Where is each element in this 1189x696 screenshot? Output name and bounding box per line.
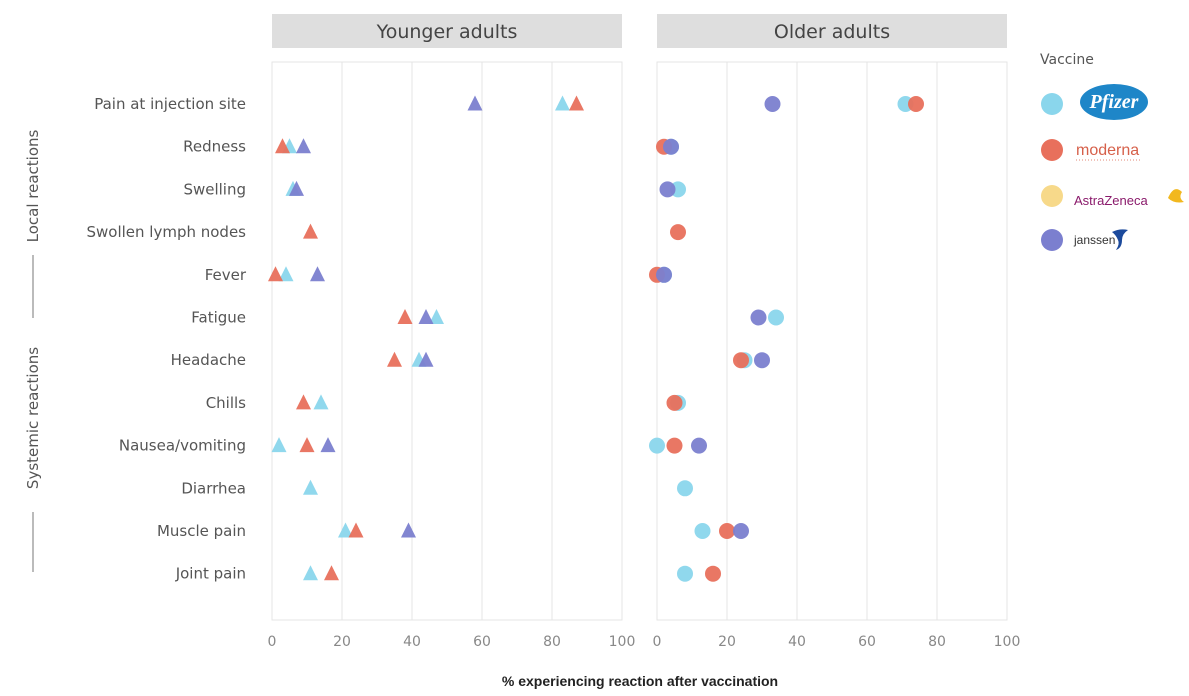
- category-label: Joint pain: [175, 565, 246, 583]
- x-tick-label: 40: [403, 634, 421, 650]
- data-point-moderna: [670, 224, 686, 241]
- data-point-janssen: [754, 352, 770, 369]
- legend-swatch-janssen: [1041, 229, 1063, 251]
- data-point-janssen: [401, 522, 416, 538]
- category-labels: Pain at injection site Redness Swelling Swo…: [86, 95, 246, 583]
- x-tick-label: 100: [609, 634, 636, 650]
- category-label: Swollen lymph nodes: [86, 223, 246, 241]
- data-point-janssen: [310, 266, 325, 282]
- legend-label-astrazeneca: AstraZeneca: [1074, 193, 1148, 208]
- category-label: Chills: [206, 394, 246, 412]
- x-tick-label: 0: [653, 634, 662, 650]
- data-point-moderna: [666, 437, 683, 454]
- x-tick-label: 40: [788, 634, 806, 650]
- data-point-pfizer: [313, 394, 329, 410]
- data-point-moderna: [569, 95, 584, 111]
- x-tick-label: 0: [268, 634, 277, 650]
- category-label: Headache: [171, 351, 246, 369]
- data-point-pfizer: [649, 437, 665, 454]
- data-point-pfizer: [303, 479, 318, 495]
- data-point-moderna: [397, 309, 413, 324]
- legend-title: Vaccine: [1040, 52, 1094, 68]
- data-point-janssen: [750, 309, 767, 326]
- data-point-moderna: [348, 522, 364, 538]
- data-point-moderna: [303, 223, 318, 239]
- data-point-moderna: [299, 437, 315, 453]
- data-point-pfizer: [768, 309, 784, 326]
- data-point-janssen: [764, 96, 781, 112]
- data-point-janssen: [691, 437, 707, 454]
- data-point-pfizer: [303, 565, 318, 581]
- x-axis-label: % experiencing reaction after vaccinatio…: [502, 673, 778, 689]
- astrazeneca-logo-icon: [1168, 189, 1184, 203]
- legend-label-pfizer: Pfizer: [1089, 91, 1139, 113]
- data-point-janssen: [289, 180, 304, 196]
- panel-title: Older adults: [774, 21, 890, 43]
- category-label: Diarrhea: [181, 479, 246, 497]
- data-point-janssen: [656, 266, 672, 283]
- category-label: Muscle pain: [157, 522, 246, 540]
- panel-frame: [271, 61, 623, 621]
- data-point-moderna: [296, 394, 311, 410]
- data-point-moderna: [733, 352, 749, 369]
- panel-title: Younger adults: [376, 21, 518, 43]
- data-point-pfizer: [278, 266, 294, 282]
- legend-label-moderna: moderna: [1076, 142, 1139, 159]
- data-point-pfizer: [694, 523, 711, 539]
- panel-header: [272, 14, 622, 48]
- janssen-logo-icon: [1112, 229, 1128, 250]
- legend-swatch-astrazeneca: [1041, 185, 1063, 207]
- grid-layer: [271, 61, 1008, 621]
- legend: Vaccine Pfizer moderna AstraZeneca janssen: [1040, 52, 1184, 251]
- data-point-pfizer: [677, 480, 693, 497]
- data-point-pfizer: [677, 565, 693, 582]
- group-label-local: Local reactions: [24, 129, 42, 242]
- legend-label-janssen: janssen: [1073, 233, 1115, 247]
- legend-swatch-pfizer: [1041, 93, 1063, 115]
- data-point-pfizer: [429, 309, 444, 324]
- data-point-janssen: [467, 95, 483, 111]
- data-point-janssen: [733, 523, 749, 539]
- pfizer-logo-icon: [1080, 84, 1148, 120]
- data-points: [268, 95, 924, 582]
- data-point-janssen: [296, 138, 311, 154]
- x-tick-label: 60: [473, 634, 491, 650]
- panel-headers: Younger adults Older adults: [272, 14, 1007, 48]
- data-point-pfizer: [338, 522, 353, 538]
- data-point-janssen: [659, 181, 676, 198]
- category-label: Pain at injection site: [94, 95, 246, 113]
- data-point-janssen: [418, 309, 434, 324]
- group-labels: Local reactions Systemic reactions: [24, 129, 42, 572]
- category-label: Redness: [183, 138, 246, 156]
- data-point-moderna: [719, 523, 735, 539]
- data-point-moderna: [666, 394, 683, 411]
- category-label: Fatigue: [191, 309, 246, 327]
- x-tick-labels: 0 20 40 60 80 100 0 20 40 60 80 100: [268, 634, 1021, 650]
- data-point-pfizer: [271, 437, 287, 453]
- category-label: Nausea/vomiting: [119, 437, 246, 455]
- panel-frame: [656, 61, 1008, 621]
- x-tick-label: 60: [858, 634, 876, 650]
- data-point-moderna: [275, 138, 290, 154]
- x-tick-label: 20: [333, 634, 351, 650]
- data-point-janssen: [663, 138, 679, 155]
- group-label-systemic: Systemic reactions: [24, 347, 42, 489]
- legend-swatch-moderna: [1041, 139, 1063, 161]
- data-point-moderna: [908, 96, 924, 112]
- x-tick-label: 20: [718, 634, 736, 650]
- data-point-moderna: [705, 565, 721, 582]
- x-tick-label: 80: [543, 634, 561, 650]
- data-point-moderna: [387, 351, 402, 367]
- x-tick-label: 100: [994, 634, 1021, 650]
- x-tick-label: 80: [928, 634, 946, 650]
- data-point-janssen: [320, 437, 336, 453]
- data-point-janssen: [418, 351, 434, 367]
- data-point-moderna: [268, 266, 283, 282]
- data-point-pfizer: [555, 95, 570, 111]
- category-label: Fever: [205, 266, 247, 284]
- data-point-moderna: [324, 565, 339, 581]
- panel-header: [657, 14, 1007, 48]
- category-label: Swelling: [183, 180, 246, 198]
